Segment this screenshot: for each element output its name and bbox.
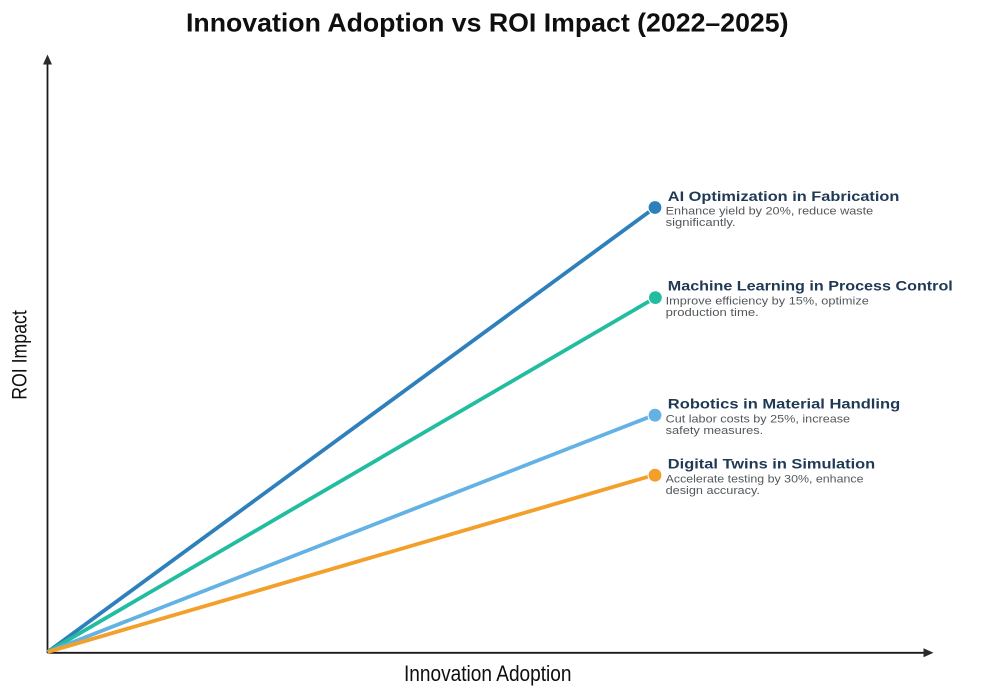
svg-text:Enhance yield by 20%, reduce w: Enhance yield by 20%, reduce waste — [666, 205, 874, 217]
svg-text:Innovation Adoption vs ROI Imp: Innovation Adoption vs ROI Impact (2022–… — [186, 7, 789, 37]
svg-text:Improve efficiency by 15%, opt: Improve efficiency by 15%, optimize — [666, 295, 869, 307]
svg-text:Innovation Adoption: Innovation Adoption — [404, 661, 572, 686]
svg-text:Machine Learning in Process Co: Machine Learning in Process Control — [668, 278, 953, 294]
svg-text:significantly.: significantly. — [666, 217, 736, 229]
svg-text:ROI Impact: ROI Impact — [8, 310, 32, 400]
svg-text:design accuracy.: design accuracy. — [666, 485, 760, 497]
svg-text:safety measures.: safety measures. — [666, 425, 764, 437]
svg-text:Accelerate testing by 30%, enh: Accelerate testing by 30%, enhance — [666, 473, 864, 485]
svg-text:AI Optimization in Fabrication: AI Optimization in Fabrication — [668, 188, 900, 204]
svg-text:Digital Twins in Simulation: Digital Twins in Simulation — [668, 456, 875, 472]
svg-text:Robotics in Material Handling: Robotics in Material Handling — [668, 396, 900, 412]
svg-text:production time.: production time. — [666, 307, 759, 319]
svg-text:Cut labor costs by 25%, increa: Cut labor costs by 25%, increase — [666, 413, 851, 425]
